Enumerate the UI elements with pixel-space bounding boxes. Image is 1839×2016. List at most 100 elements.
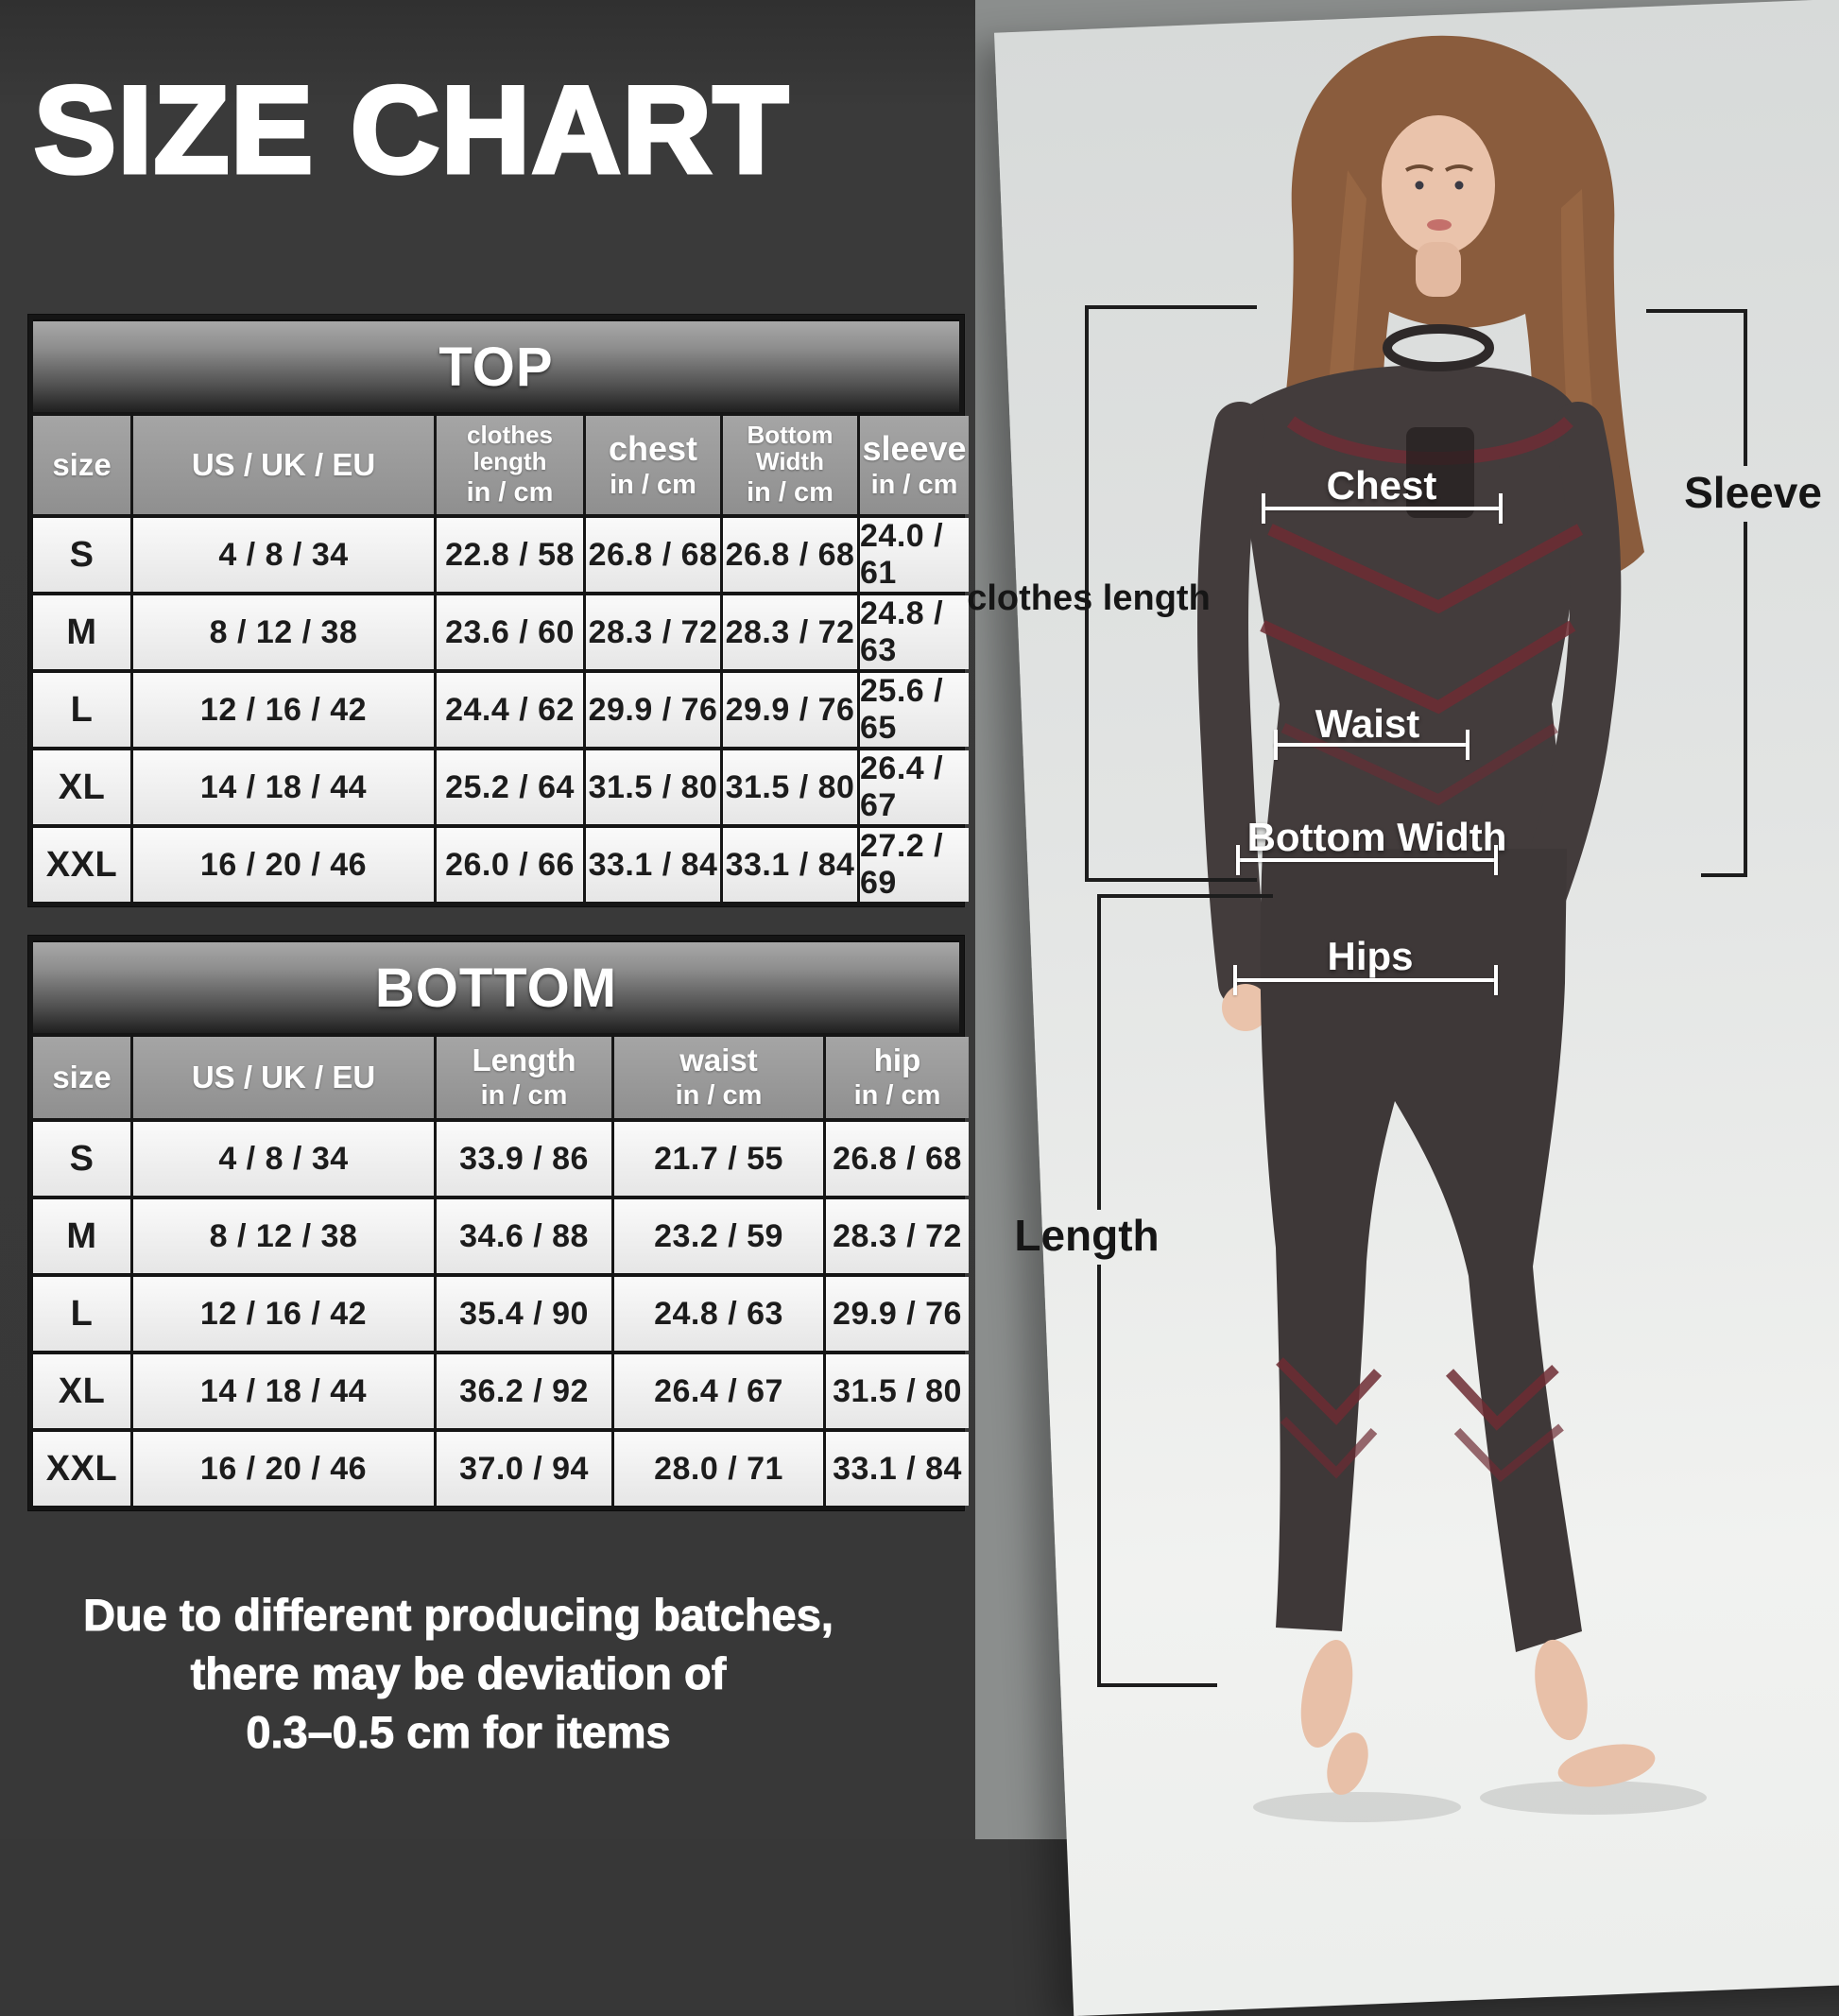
cell-length: 35.4 / 90	[437, 1277, 611, 1351]
cell-size: S	[33, 518, 130, 592]
waist-label: Waist	[1315, 701, 1420, 746]
cell-size: XL	[33, 750, 130, 824]
hand	[1222, 984, 1269, 1031]
cell-clothes-length: 26.0 / 66	[437, 828, 583, 902]
cell-chest: 33.1 / 84	[586, 828, 720, 902]
cell-clothes-length: 25.2 / 64	[437, 750, 583, 824]
table-row: S 4 / 8 / 34 33.9 / 86 21.7 / 55 26.8 / …	[33, 1122, 969, 1196]
left-dark-panel: SIZE CHART TOP size US / UK / EU clothes…	[0, 0, 975, 1839]
cell-chest: 29.9 / 76	[586, 673, 720, 747]
hips-measure-tick	[1494, 965, 1498, 995]
collar	[1383, 324, 1494, 371]
note-line: Due to different producing batches,	[83, 1590, 834, 1641]
cell-sleeve: 26.4 / 67	[860, 750, 969, 824]
column-header: US / UK / EU	[133, 1037, 434, 1118]
cell-size: M	[33, 595, 130, 669]
sleeve-bracket-line-lower	[1744, 522, 1747, 877]
length-label: Length	[1014, 1211, 1160, 1260]
cell-us-uk-eu: 12 / 16 / 42	[133, 673, 434, 747]
arm-left	[1196, 402, 1269, 1008]
clothes-length-bracket-line	[1085, 305, 1089, 882]
cell-sleeve: 25.6 / 65	[860, 673, 969, 747]
cell-chest: 28.3 / 72	[586, 595, 720, 669]
column-header: hip in / cm	[826, 1037, 969, 1118]
cell-clothes-length: 23.6 / 60	[437, 595, 583, 669]
note-line: 0.3–0.5 cm for items	[246, 1707, 671, 1758]
top-size-table: TOP size US / UK / EU clothes length in /…	[28, 315, 969, 906]
cell-hip: 31.5 / 80	[826, 1354, 969, 1428]
cell-bottom-width: 29.9 / 76	[723, 673, 857, 747]
cell-us-uk-eu: 14 / 18 / 44	[133, 1354, 434, 1428]
waist-measure-tick	[1274, 730, 1278, 760]
column-header: US / UK / EU	[133, 416, 434, 514]
cell-waist: 23.2 / 59	[614, 1199, 823, 1273]
cell-sleeve: 24.0 / 61	[860, 518, 969, 592]
thermal-leggings	[1260, 849, 1582, 1652]
foot-left	[1300, 1640, 1368, 1795]
column-header: sleeve in / cm	[860, 416, 969, 514]
column-header: Bottom Width in / cm	[723, 416, 857, 514]
length-bracket-line-upper	[1097, 894, 1101, 1210]
cell-hip: 33.1 / 84	[826, 1432, 969, 1506]
bottom-width-label: Bottom Width	[1246, 815, 1507, 859]
cell-size: XL	[33, 1354, 130, 1428]
bottom-table-title-bar: BOTTOM	[33, 940, 959, 1033]
cell-bottom-width: 26.8 / 68	[723, 518, 857, 592]
top-table-title: TOP	[438, 336, 554, 398]
cell-us-uk-eu: 4 / 8 / 34	[133, 518, 434, 592]
top-table-header-row: size US / UK / EU clothes length in / cm …	[33, 416, 969, 514]
cell-us-uk-eu: 16 / 20 / 46	[133, 828, 434, 902]
cell-clothes-length: 24.4 / 62	[437, 673, 583, 747]
table-row: XL 14 / 18 / 44 25.2 / 64 31.5 / 80 31.5…	[33, 750, 969, 824]
column-header: chest in / cm	[586, 416, 720, 514]
neck	[1416, 242, 1461, 297]
cell-length: 33.9 / 86	[437, 1122, 611, 1196]
model-figure	[1196, 35, 1707, 1822]
cell-waist: 28.0 / 71	[614, 1432, 823, 1506]
sleeve-bracket-line-upper	[1744, 309, 1747, 466]
cell-length: 36.2 / 92	[437, 1354, 611, 1428]
cell-us-uk-eu: 16 / 20 / 46	[133, 1432, 434, 1506]
foot-right	[1535, 1639, 1656, 1787]
cell-chest: 26.8 / 68	[586, 518, 720, 592]
pattern-chevron	[1267, 524, 1584, 614]
column-header: size	[33, 1037, 130, 1118]
waist-measure-line	[1274, 743, 1469, 747]
cell-clothes-length: 22.8 / 58	[437, 518, 583, 592]
cell-us-uk-eu: 8 / 12 / 38	[133, 1199, 434, 1273]
page-title: SIZE CHART	[32, 59, 791, 201]
table-row: L 12 / 16 / 42 35.4 / 90 24.8 / 63 29.9 …	[33, 1277, 969, 1351]
bottom-table-title: BOTTOM	[374, 956, 618, 1019]
bottom-width-measure-tick	[1494, 845, 1498, 875]
waist-measure-tick	[1466, 730, 1469, 760]
cell-size: XXL	[33, 828, 130, 902]
cell-sleeve: 24.8 / 63	[860, 595, 969, 669]
pattern-chevron	[1260, 620, 1576, 715]
cell-length: 34.6 / 88	[437, 1199, 611, 1273]
bottom-size-table: BOTTOM size US / UK / EU Length in / cm w…	[28, 936, 969, 1510]
leg-chevron	[1453, 1423, 1564, 1483]
cell-waist: 26.4 / 67	[614, 1354, 823, 1428]
pattern-chevron	[1280, 723, 1558, 806]
note-line: there may be deviation of	[190, 1648, 727, 1699]
eyebrow	[1445, 164, 1473, 172]
eye	[1415, 181, 1424, 190]
leg-chevron	[1280, 1416, 1378, 1479]
cell-hip: 26.8 / 68	[826, 1122, 969, 1196]
floor-shadow	[1253, 1792, 1461, 1822]
cell-length: 37.0 / 94	[437, 1432, 611, 1506]
table-row: M 8 / 12 / 38 34.6 / 88 23.2 / 59 28.3 /…	[33, 1199, 969, 1273]
cell-bottom-width: 28.3 / 72	[723, 595, 857, 669]
length-bracket-line-lower	[1097, 1265, 1101, 1687]
table-row: S 4 / 8 / 34 22.8 / 58 26.8 / 68 26.8 / …	[33, 518, 969, 592]
cell-size: L	[33, 673, 130, 747]
chest-measure-tick	[1262, 493, 1265, 524]
eye	[1454, 181, 1464, 190]
cell-us-uk-eu: 12 / 16 / 42	[133, 1277, 434, 1351]
column-header: clothes length in / cm	[437, 416, 583, 514]
chest-measure-line	[1262, 507, 1503, 510]
cell-bottom-width: 33.1 / 84	[723, 828, 857, 902]
cell-size: S	[33, 1122, 130, 1196]
table-row: XL 14 / 18 / 44 36.2 / 92 26.4 / 67 31.5…	[33, 1354, 969, 1428]
